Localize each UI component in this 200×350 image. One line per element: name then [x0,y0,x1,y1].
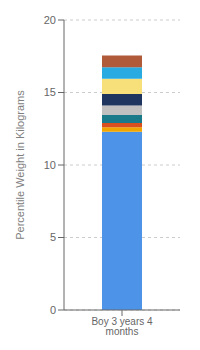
svg-text:Percentile Weight in Kilograms: Percentile Weight in Kilograms [14,90,26,240]
svg-text:15: 15 [44,86,56,98]
svg-text:0: 0 [50,304,56,316]
svg-text:Boy 3 years 4months: Boy 3 years 4months [91,316,153,337]
svg-text:20: 20 [44,14,56,26]
svg-text:5: 5 [50,231,56,243]
svg-text:10: 10 [44,159,56,171]
